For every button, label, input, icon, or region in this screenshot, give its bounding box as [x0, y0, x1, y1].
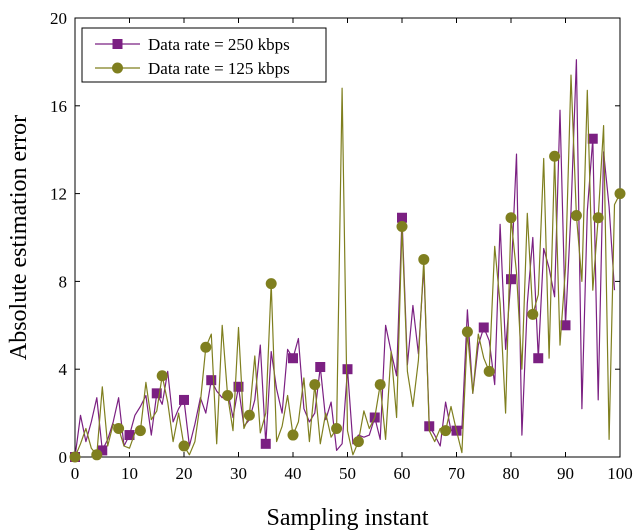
legend-label-250kbps: Data rate = 250 kbps — [148, 35, 290, 54]
data-point-circle — [614, 188, 626, 200]
data-point-circle — [156, 370, 168, 382]
data-point-square — [315, 362, 326, 373]
legend-box — [81, 27, 327, 83]
data-point-circle — [440, 425, 452, 437]
data-point-circle — [461, 326, 473, 338]
data-point-circle — [592, 212, 604, 224]
x-tick-label: 90 — [557, 464, 574, 483]
data-point-square — [124, 430, 135, 441]
y-tick-label: 8 — [59, 272, 68, 291]
legend-marker-circle — [112, 62, 123, 74]
data-point-square — [533, 353, 544, 364]
data-point-circle — [418, 253, 430, 265]
data-point-square — [179, 394, 189, 405]
data-point-circle — [331, 422, 343, 434]
legend-label-125kbps: Data rate = 125 kbps — [148, 59, 290, 78]
data-point-circle — [113, 422, 125, 434]
data-point-circle — [243, 409, 255, 421]
y-tick-label: 4 — [59, 360, 68, 379]
x-tick-label: 20 — [176, 464, 193, 483]
data-point-square — [97, 445, 108, 456]
data-point-circle — [134, 425, 146, 437]
data-point-circle — [309, 379, 321, 391]
axis-ticks: 0 10 20 30 40 50 60 70 80 90 100 0 4 8 12 16 20 — [50, 9, 633, 483]
data-point-circle — [69, 451, 81, 463]
data-point-square — [587, 133, 598, 144]
x-tick-label: 30 — [230, 464, 247, 483]
data-point-circle — [374, 379, 386, 391]
legend: Data rate = 250 kbps Data rate = 125 kbp… — [81, 27, 327, 83]
data-point-circle — [265, 278, 277, 290]
x-tick-label: 50 — [339, 464, 356, 483]
y-tick-label: 12 — [50, 185, 67, 204]
x-tick-label: 100 — [607, 464, 633, 483]
x-tick-label: 80 — [503, 464, 520, 483]
y-tick-label: 16 — [50, 97, 67, 116]
data-point-circle — [178, 440, 190, 452]
x-axis-title: Sampling instant — [267, 505, 429, 531]
x-tick-label: 0 — [71, 464, 80, 483]
data-point-square — [206, 375, 217, 386]
data-point-square — [151, 388, 162, 399]
data-point-circle — [549, 150, 561, 162]
x-tick-label: 10 — [121, 464, 138, 483]
data-point-circle — [352, 436, 364, 448]
data-point-square — [260, 438, 271, 449]
data-point-circle — [396, 221, 408, 233]
data-point-square — [288, 353, 298, 364]
data-point-square — [342, 364, 353, 375]
plot-area: 0 10 20 30 40 50 60 70 80 90 100 0 4 8 12 16 20 — [50, 9, 633, 483]
data-point-circle — [91, 449, 103, 461]
x-tick-label: 60 — [394, 464, 411, 483]
y-axis-title: Absolute estimation error — [6, 115, 32, 360]
legend-entry-250kbps: Data rate = 250 kbps — [95, 35, 290, 54]
legend-marker-square — [112, 39, 123, 49]
data-point-square — [506, 274, 516, 285]
data-point-square — [560, 320, 571, 331]
data-point-circle — [200, 341, 212, 353]
x-tick-label: 70 — [448, 464, 465, 483]
data-point-square — [233, 381, 244, 392]
data-point-circle — [505, 212, 517, 224]
data-point-circle — [570, 210, 582, 222]
legend-entry-125kbps: Data rate = 125 kbps — [95, 59, 290, 78]
data-point-circle — [483, 365, 495, 377]
series-125kbps — [69, 74, 626, 463]
data-point-square — [478, 322, 489, 333]
y-tick-label: 20 — [50, 9, 67, 28]
data-point-circle — [527, 308, 539, 320]
data-point-circle — [222, 390, 234, 402]
series-layer — [69, 59, 626, 463]
series-line — [74, 74, 621, 458]
x-tick-label: 40 — [285, 464, 302, 483]
data-point-square — [397, 212, 407, 223]
y-tick-label: 0 — [59, 448, 68, 467]
data-point-circle — [287, 429, 299, 441]
